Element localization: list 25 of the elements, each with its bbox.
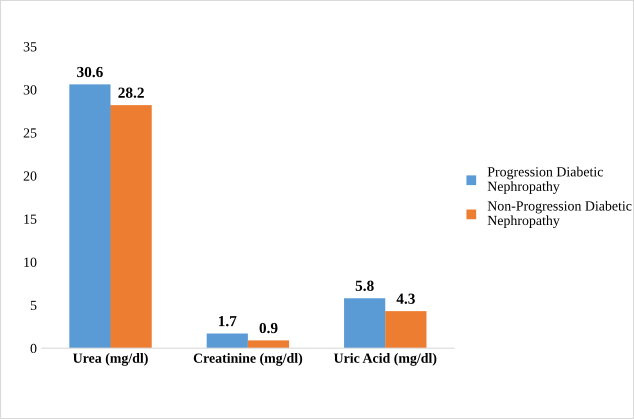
bar: [206, 334, 248, 348]
data-label: 1.7: [218, 316, 236, 326]
y-tick-label: 20: [24, 171, 36, 181]
legend-label: Non-Progression Diabetic Nephropathy: [488, 200, 632, 228]
y-tick-label: 35: [24, 42, 36, 52]
data-label: 4.3: [396, 294, 415, 304]
bar: [344, 298, 386, 348]
legend-label: Progression Diabetic Nephropathy: [488, 166, 603, 194]
bar: [248, 340, 290, 348]
bar: [110, 105, 152, 348]
bar: [385, 311, 426, 348]
y-tick-label: 30: [24, 85, 36, 95]
data-label: 30.6: [77, 66, 103, 78]
data-label: 28.2: [118, 88, 144, 98]
y-tick-label: 10: [24, 258, 36, 267]
x-tick-label: Urea (mg/dl): [73, 353, 148, 366]
x-tick-label: Creatinine (mg/dl): [194, 353, 302, 366]
bar: [69, 84, 111, 348]
y-tick-label: 15: [24, 214, 36, 224]
data-label: 5.8: [356, 280, 374, 291]
y-tick-label: 5: [30, 300, 36, 310]
y-tick-label: 0: [30, 344, 36, 354]
y-tick-label: 25: [24, 128, 36, 138]
data-label: 0.9: [260, 322, 278, 334]
x-tick-label: Uric Acid (mg/dl): [334, 353, 436, 366]
